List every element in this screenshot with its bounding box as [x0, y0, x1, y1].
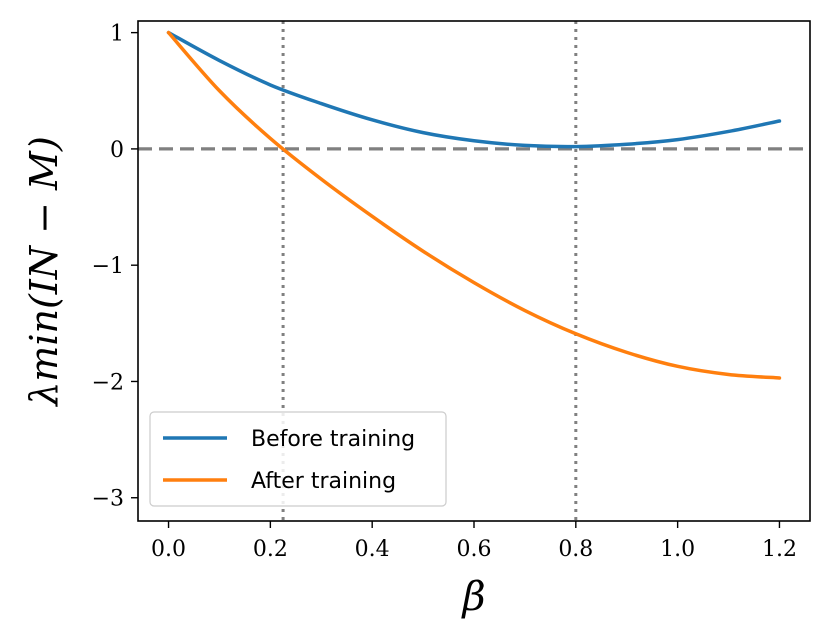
series-line-before-training	[166, 30, 782, 149]
y-tick-label: −1	[92, 254, 124, 279]
legend-label-after-training: After training	[251, 469, 396, 494]
y-tick-label: −3	[92, 487, 124, 512]
series-layer	[166, 30, 782, 380]
legend-box	[149, 411, 447, 507]
legend: Before training After training	[149, 411, 447, 507]
y-tick-label: 0	[110, 138, 124, 163]
x-tick-label: 1.0	[660, 537, 695, 562]
x-tick-label: 0.2	[253, 537, 288, 562]
legend-label-before-training: Before training	[251, 427, 415, 452]
y-tick-label: −2	[92, 370, 124, 395]
x-axis-label: β	[460, 574, 485, 620]
y-axis: 1 0 −1 −2 −3	[92, 22, 138, 512]
x-tick-label: 0.0	[151, 537, 186, 562]
x-tick-label: 0.6	[457, 537, 492, 562]
y-axis-label: λmin(IN − M)	[22, 136, 66, 408]
series-line-after-training	[166, 30, 782, 380]
y-tick-label: 1	[110, 22, 124, 47]
x-tick-label: 1.2	[762, 537, 797, 562]
x-axis: 0.0 0.2 0.4 0.6 0.8 1.0 1.2	[151, 521, 797, 562]
x-tick-label: 0.4	[355, 537, 390, 562]
x-tick-label: 0.8	[558, 537, 593, 562]
